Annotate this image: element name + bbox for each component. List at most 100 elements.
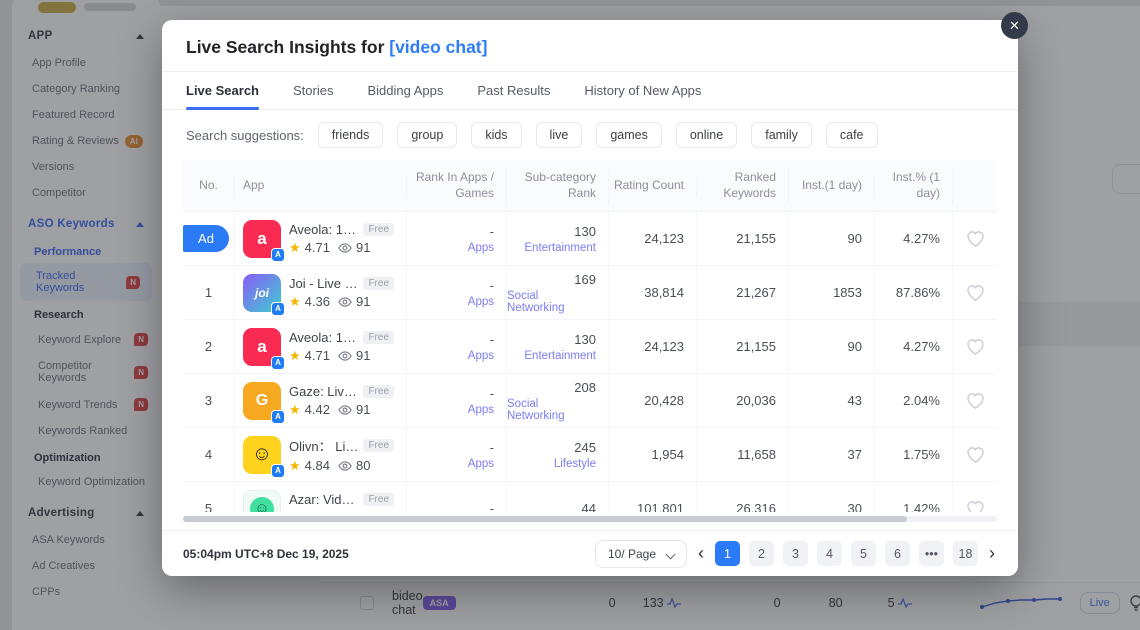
live-search-insights-modal: ✕ Live Search Insights for [video chat] …	[162, 12, 1028, 576]
favorite-button[interactable]	[966, 446, 985, 464]
views-count: 91	[355, 240, 371, 255]
new-badge: N	[126, 275, 140, 289]
scrollbar-thumb[interactable]	[183, 516, 908, 522]
sidebar-item-rating-reviews: Rating & Reviews AI	[12, 128, 160, 154]
page-button-2[interactable]: 2	[749, 541, 774, 566]
results-table: No. App Rank In Apps / Games Sub-categor…	[183, 160, 997, 512]
app-cell: Azar: Video ... Free	[235, 482, 407, 512]
app-name-link[interactable]: Azar: Video ...	[289, 491, 358, 507]
suggestion-chip-games[interactable]: games	[596, 122, 662, 148]
app-cell: Joi - Live Str... Free 4.36 91	[235, 266, 407, 319]
page-button-1[interactable]: 1	[715, 541, 740, 566]
horizontal-scrollbar[interactable]	[183, 516, 997, 522]
tab-stories[interactable]: Stories	[293, 83, 334, 98]
rank-cell: - Apps	[407, 266, 507, 319]
suggestion-chip-online[interactable]: online	[675, 122, 738, 148]
subcategory-cell: 245 Lifestyle	[507, 428, 609, 481]
trend-pulse-icon	[897, 596, 912, 608]
app-name-link[interactable]: Aveola: 1-o...	[289, 329, 359, 345]
appstore-mini-badge-icon	[271, 463, 285, 478]
sidebar-item-keywords-ranked: Keywords Ranked	[38, 425, 128, 437]
page-button-6[interactable]: 6	[885, 541, 910, 566]
sidebar-item-featured-record: Featured Record	[32, 109, 115, 121]
favorite-button[interactable]	[966, 284, 985, 302]
app-meta: Gaze: Live ... Free 4.42 91	[289, 384, 394, 418]
app-name-link[interactable]: Gaze: Live ...	[289, 383, 359, 399]
tab-bidding-apps[interactable]: Bidding Apps	[367, 83, 444, 98]
tab-live-search[interactable]: Live Search	[186, 72, 259, 110]
rank-value: -	[489, 501, 494, 512]
sidebar-item-keyword-explore: Keyword Explore N	[12, 326, 160, 353]
next-page-button[interactable]: ›	[989, 543, 995, 563]
prev-page-button[interactable]: ‹	[698, 543, 704, 563]
rank-type-link[interactable]: Apps	[467, 295, 494, 308]
suggestion-chip-cafe[interactable]: cafe	[825, 122, 878, 148]
favorite-button[interactable]	[966, 500, 985, 512]
suggestion-chip-friends[interactable]: friends	[317, 122, 384, 148]
sidebar-item-app-profile: App Profile	[32, 57, 86, 69]
ranked-keywords-cell: 21,267	[697, 266, 789, 319]
rank-type-link[interactable]: Apps	[467, 457, 494, 470]
favorite-button[interactable]	[966, 230, 985, 248]
rank-type-link[interactable]: Apps	[467, 241, 494, 254]
inst-pct-1day-cell: 1.75%	[875, 428, 953, 481]
trend-pulse-icon	[666, 596, 681, 608]
row-number: 5	[204, 501, 213, 512]
bulb-icon	[1130, 594, 1140, 611]
sidebar-item-competitor: Competitor	[32, 187, 86, 199]
tab-history-of-new-apps[interactable]: History of New Apps	[584, 83, 702, 98]
table-header-row: No. App Rank In Apps / Games Sub-categor…	[183, 160, 997, 212]
page-size-select[interactable]: 10/ Page	[594, 539, 687, 568]
suggestion-chip-live[interactable]: live	[535, 122, 583, 148]
table-row: 4 Olivn： Live ... Free 4.84 80 - Apps 245 Li…	[183, 428, 997, 482]
tab-past-results[interactable]: Past Results	[477, 83, 551, 98]
subcategory-name-link[interactable]: Social Networking	[507, 397, 565, 422]
rank-cell: - Apps	[407, 212, 507, 265]
app-name-link[interactable]: Olivn： Live ...	[289, 438, 359, 454]
rating-count-cell: 24,123	[609, 212, 697, 265]
app-name-link[interactable]: Joi - Live Str...	[289, 275, 358, 291]
page-ellipsis-button[interactable]: •••	[919, 541, 944, 566]
subcategory-name-link[interactable]: Lifestyle	[553, 457, 596, 470]
views-count: 91	[355, 348, 371, 363]
sidebar-item-keyword-trends: Keyword Trends N	[12, 391, 160, 418]
rank-type-link[interactable]: Apps	[467, 349, 494, 362]
page-button-3[interactable]: 3	[783, 541, 808, 566]
suggestion-chip-kids[interactable]: kids	[471, 122, 522, 148]
rank-type-link[interactable]: Apps	[467, 403, 494, 416]
suggestion-chip-family[interactable]: family	[751, 122, 812, 148]
app-name-link[interactable]: Aveola: 1-o...	[289, 221, 359, 237]
subcategory-name-link[interactable]: Social Networking	[507, 289, 565, 314]
sidebar-item-asa-keywords: ASA Keywords	[32, 534, 105, 546]
close-button[interactable]: ✕	[1001, 12, 1028, 39]
views-count: 80	[355, 458, 371, 473]
favorite-button[interactable]	[966, 392, 985, 410]
appstore-mini-badge-icon	[271, 409, 285, 424]
subcategory-name-link[interactable]: Entertainment	[524, 349, 596, 362]
app-meta: Joi - Live Str... Free 4.36 91	[289, 276, 394, 310]
favorite-button[interactable]	[966, 338, 985, 356]
price-badge: Free	[363, 222, 394, 236]
rank-value: -	[489, 385, 494, 401]
app-cell: Gaze: Live ... Free 4.42 91	[235, 374, 407, 427]
sidebar-item-category-ranking: Category Ranking	[32, 83, 121, 95]
inst-pct-1day-cell: 87.86%	[875, 266, 953, 319]
rank-cell: -	[407, 482, 507, 512]
row-number-cell: Ad	[183, 212, 235, 265]
table-row: 5 Azar: Video ... Free - 44 101,801 26,31…	[183, 482, 997, 512]
table-row: 1 Joi - Live Str... Free 4.36 91 - Apps 169…	[183, 266, 997, 320]
keyword-metric: 80	[828, 595, 843, 610]
price-badge: Free	[363, 438, 394, 452]
inst-pct-1day-cell: 4.27%	[875, 320, 953, 373]
subcategory-name-link[interactable]: Entertainment	[524, 241, 596, 254]
ai-badge: AI	[124, 135, 143, 148]
suggestion-chip-group[interactable]: group	[397, 122, 458, 148]
row-number-cell: 3	[183, 374, 235, 427]
page-button-4[interactable]: 4	[817, 541, 842, 566]
price-badge: Free	[363, 330, 394, 344]
rank-cell: - Apps	[407, 374, 507, 427]
page-button-18[interactable]: 18	[953, 541, 978, 566]
page-button-5[interactable]: 5	[851, 541, 876, 566]
header-inst-pct-1day: Inst.% (1 day)	[875, 165, 953, 206]
row-number: 2	[204, 339, 213, 354]
